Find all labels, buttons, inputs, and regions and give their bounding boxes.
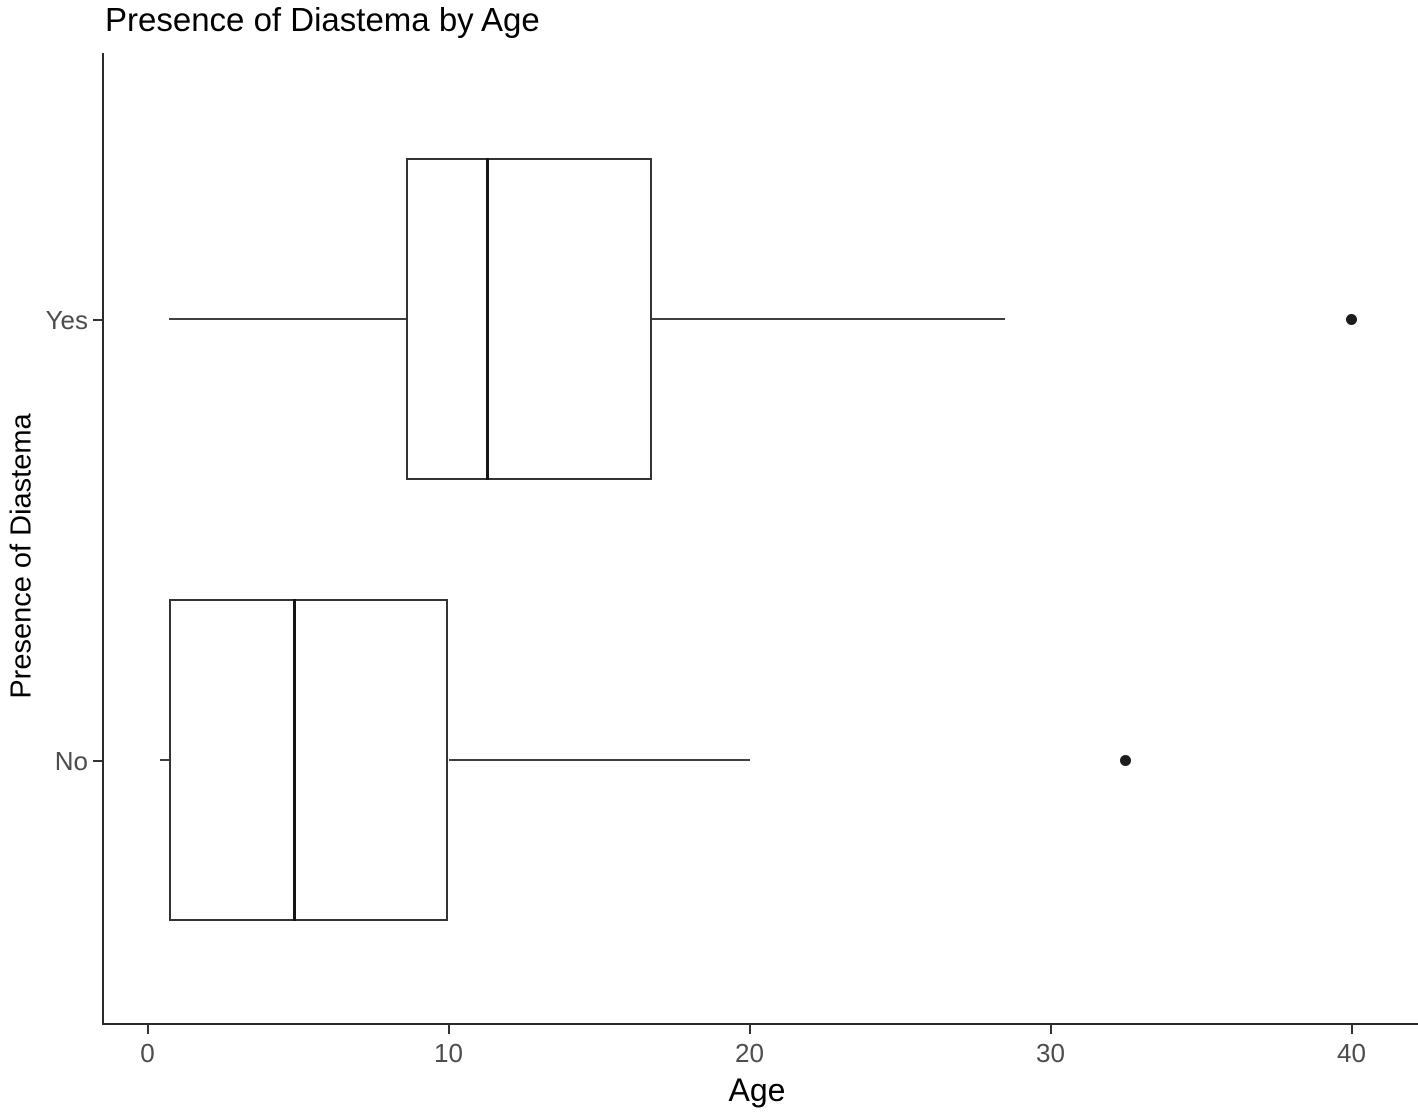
whisker-lower-yes bbox=[168, 318, 407, 320]
outlier-point-yes bbox=[1346, 313, 1357, 325]
x-axis-title: Age bbox=[728, 1072, 786, 1108]
y-axis-title: Presence of Diastema bbox=[5, 413, 38, 699]
whisker-upper-no bbox=[448, 759, 750, 761]
x-tick-mark-0 bbox=[146, 1025, 149, 1034]
y-tick-mark-yes bbox=[93, 319, 102, 321]
x-tick-mark-30 bbox=[1049, 1025, 1052, 1034]
x-axis-line bbox=[102, 1023, 1418, 1025]
x-tick-mark-10 bbox=[447, 1025, 450, 1034]
x-tick-label-0: 0 bbox=[140, 1038, 155, 1068]
outlier-point-no bbox=[1120, 754, 1132, 766]
box-yes bbox=[406, 158, 652, 480]
y-tick-mark-no bbox=[93, 760, 102, 762]
x-tick-mark-20 bbox=[748, 1025, 751, 1034]
whisker-upper-yes bbox=[651, 318, 1006, 320]
x-tick-label-10: 10 bbox=[434, 1038, 463, 1068]
y-tick-label-yes: Yes bbox=[45, 305, 88, 335]
x-tick-label-40: 40 bbox=[1337, 1038, 1366, 1068]
box-no bbox=[168, 599, 449, 921]
median-no bbox=[293, 599, 297, 921]
median-yes bbox=[486, 158, 490, 480]
chart-title: Presence of Diastema by Age bbox=[105, 1, 540, 38]
y-tick-label-no: No bbox=[54, 746, 88, 776]
x-tick-label-30: 30 bbox=[1036, 1038, 1065, 1068]
x-tick-mark-40 bbox=[1350, 1025, 1353, 1034]
whisker-lower-no bbox=[159, 759, 169, 761]
y-axis-line bbox=[102, 53, 104, 1025]
x-tick-label-20: 20 bbox=[735, 1038, 764, 1068]
